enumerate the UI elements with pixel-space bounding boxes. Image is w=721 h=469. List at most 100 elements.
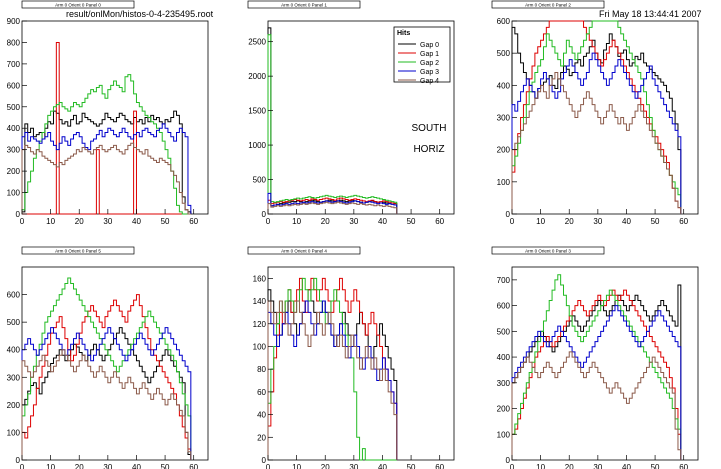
legend-entry: Gap 1 — [420, 51, 439, 58]
y-tick-label: 400 — [7, 346, 21, 355]
y-tick-label: 300 — [7, 373, 21, 382]
x-tick-label: 0 — [266, 217, 271, 226]
y-tick-label: 700 — [497, 276, 511, 285]
datetime-label: Fri May 18 13:44:41 2007 — [599, 9, 702, 19]
x-tick-label: 60 — [189, 463, 198, 469]
histogram-panel: Arm 0 Orient 0 Panel 1 0 10 20 30 40 50 60 0 500 1… — [247, 0, 455, 226]
x-tick-label: 30 — [593, 217, 602, 226]
y-tick-label: 300 — [7, 146, 21, 155]
legend-entry: Gap 0 — [420, 42, 439, 49]
y-tick-label: 0 — [262, 210, 267, 219]
legend-entry: Gap 4 — [420, 78, 439, 85]
panel-annotation: SOUTH — [412, 123, 447, 134]
series-line — [21, 294, 192, 460]
x-tick-label: 0 — [20, 463, 25, 469]
y-tick-label: 200 — [7, 401, 21, 410]
y-tick-label: 800 — [7, 38, 21, 47]
x-tick-label: 10 — [292, 463, 301, 469]
series-line — [511, 351, 682, 460]
y-tick-label: 200 — [497, 146, 511, 155]
panel-title: Arm 0 Orient 0 Panel 4 — [281, 249, 327, 254]
x-tick-label: 30 — [349, 217, 358, 226]
x-tick-label: 30 — [103, 217, 112, 226]
x-tick-label: 20 — [321, 217, 330, 226]
series-line — [511, 274, 682, 460]
x-tick-label: 0 — [510, 463, 515, 469]
legend-entry: Gap 3 — [420, 69, 439, 76]
x-tick-label: 10 — [292, 217, 301, 226]
y-tick-label: 600 — [497, 302, 511, 311]
series-line — [267, 27, 398, 214]
y-tick-label: 0 — [262, 456, 267, 465]
x-tick-label: 60 — [679, 463, 688, 469]
y-tick-label: 600 — [7, 291, 21, 300]
y-tick-label: 400 — [7, 124, 21, 133]
y-tick-label: 200 — [7, 167, 21, 176]
histogram-panel: Arm 0 Orient 0 Panel 50 10 20 30 40 50 6001002… — [7, 246, 209, 469]
panel-title: Arm 0 Orient 0 Panel 5 — [55, 249, 101, 254]
x-tick-label: 60 — [435, 463, 444, 469]
series-line — [511, 71, 682, 214]
y-tick-label: 40 — [257, 411, 266, 420]
x-tick-label: 0 — [20, 217, 25, 226]
series-line — [267, 197, 398, 214]
y-tick-label: 160 — [253, 274, 267, 283]
legend-entry: Gap 2 — [420, 60, 439, 67]
y-tick-label: 300 — [497, 379, 511, 388]
histogram-panel: Arm 0 Orient 0 Panel 20 10 20 30 40 50 6001002… — [491, 0, 699, 226]
panel-title-box — [247, 0, 361, 9]
y-tick-label: 0 — [506, 210, 511, 219]
file-label: result/onlMon/histos-0-4-235495.root — [66, 9, 214, 19]
panel-title: Arm 0 Orient 0 Panel 0 — [55, 3, 101, 8]
panel-title-box — [247, 246, 361, 255]
plot-frame — [511, 266, 699, 461]
x-tick-label: 50 — [651, 217, 660, 226]
panel-title: Arm 0 Orient 0 Panel 3 — [525, 249, 571, 254]
series-line — [21, 74, 191, 215]
y-tick-label: 120 — [253, 320, 267, 329]
y-tick-label: 500 — [497, 49, 511, 58]
y-tick-label: 500 — [7, 318, 21, 327]
legend-box — [393, 26, 451, 83]
y-tick-label: 700 — [7, 60, 21, 69]
series-line — [511, 26, 682, 214]
legend-title: Hits — [397, 30, 410, 37]
x-tick-label: 30 — [349, 463, 358, 469]
plot-frame — [21, 20, 209, 215]
x-tick-label: 30 — [593, 463, 602, 469]
y-tick-label: 900 — [7, 17, 21, 26]
x-tick-label: 40 — [378, 463, 387, 469]
y-tick-label: 1000 — [248, 141, 266, 150]
series-line — [267, 201, 398, 214]
x-tick-label: 60 — [189, 217, 198, 226]
y-tick-label: 2500 — [248, 38, 266, 47]
y-tick-label: 100 — [7, 189, 21, 198]
y-tick-label: 300 — [497, 114, 511, 123]
y-tick-label: 60 — [257, 388, 266, 397]
plot-frame — [21, 266, 209, 461]
histogram-panel: Arm 0 Orient 0 Panel 30 10 20 30 40 50 6001002… — [491, 246, 699, 469]
y-tick-label: 140 — [253, 297, 267, 306]
y-tick-label: 400 — [497, 81, 511, 90]
y-tick-label: 0 — [16, 456, 21, 465]
panel-annotation: HORIZ — [413, 144, 444, 155]
x-tick-label: 50 — [161, 217, 170, 226]
series-line — [21, 277, 192, 460]
histogram-panel: Arm 0 Orient 0 Panel 00 10 20 30 40 50 6001002… — [7, 0, 209, 226]
x-tick-label: 10 — [536, 217, 545, 226]
y-tick-label: 0 — [16, 210, 21, 219]
y-tick-label: 100 — [7, 428, 21, 437]
series-line — [21, 327, 192, 460]
x-tick-label: 40 — [622, 217, 631, 226]
x-tick-label: 50 — [407, 463, 416, 469]
y-tick-label: 100 — [253, 342, 267, 351]
x-tick-label: 40 — [132, 217, 141, 226]
x-tick-label: 10 — [46, 217, 55, 226]
x-tick-label: 20 — [321, 463, 330, 469]
x-tick-label: 50 — [407, 217, 416, 226]
x-tick-label: 0 — [510, 217, 515, 226]
x-tick-label: 40 — [622, 463, 631, 469]
y-tick-label: 500 — [497, 327, 511, 336]
plot-frame — [267, 266, 455, 461]
